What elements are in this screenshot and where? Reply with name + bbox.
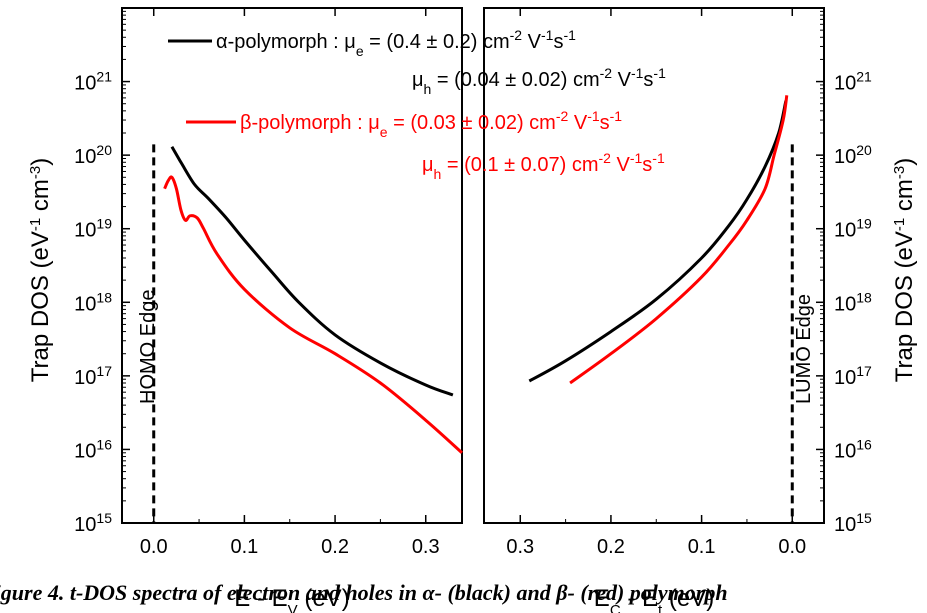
y-tick-label-right-0: 1015 [834, 510, 872, 536]
legend: α-polymorph : μe = (0.4 ± 0.2) cm-2 V-1s… [168, 27, 666, 182]
y-tick-label-left-4: 1019 [74, 216, 112, 242]
y-tick-label-right-2: 1017 [834, 363, 872, 389]
legend-alpha-hole: μh = (0.04 ± 0.02) cm-2 V-1s-1 [412, 65, 666, 97]
homo-edge-label: HOMO Edge [137, 290, 159, 404]
x-tick-label-right-0: 0.3 [506, 536, 534, 558]
lumo-edge-label: LUMO Edge [793, 294, 815, 404]
right-panel-frame [483, 7, 825, 524]
y-tick-label-right-5: 1020 [834, 142, 872, 168]
legend-alpha-electron: α-polymorph : μe = (0.4 ± 0.2) cm-2 V-1s… [216, 27, 576, 59]
y-tick-label-right-4: 1019 [834, 216, 872, 242]
y-tick-label-left-6: 1021 [74, 69, 112, 95]
alpha-polymorph-curve-right [528, 100, 788, 383]
x-tick-label-right-3: 0.0 [778, 536, 806, 558]
y-axis-title-left: Trap DOS (eV-1 cm-3) [27, 158, 55, 383]
y-tick-label-left-0: 1015 [74, 510, 112, 536]
left-panel-frame [121, 7, 463, 524]
legend-beta-hole: μh = (0.1 ± 0.07) cm-2 V-1s-1 [422, 150, 665, 182]
x-axis-title-left: E - EV (eV) [234, 585, 349, 613]
x-tick-label-right-2: 0.1 [688, 536, 716, 558]
x-tick-label-right-1: 0.2 [597, 536, 625, 558]
y-tick-label-left-2: 1017 [74, 363, 112, 389]
legend-beta-electron: β-polymorph : μe = (0.03 ± 0.02) cm-2 V-… [240, 108, 622, 140]
y-tick-label-left-5: 1020 [74, 142, 112, 168]
x-axis-title-right: EC - Et (eV) [594, 585, 714, 613]
x-tick-label-left-0: 0.0 [140, 536, 168, 558]
x-tick-label-left-3: 0.3 [412, 536, 440, 558]
y-tick-label-right-3: 1018 [834, 289, 872, 315]
y-axis-title-right: Trap DOS (eV-1 cm-3) [891, 158, 919, 383]
beta-polymorph-curve-right [569, 95, 789, 385]
y-tick-label-right-6: 1021 [834, 69, 872, 95]
figure-caption: Figure 4. t-DOS spectra of electron and … [0, 580, 728, 605]
x-tick-label-left-1: 0.1 [230, 536, 258, 558]
y-tick-label-right-1: 1016 [834, 436, 872, 462]
y-tick-label-left-3: 1018 [74, 289, 112, 315]
x-tick-label-left-2: 0.2 [321, 536, 349, 558]
beta-polymorph-curve-left [163, 175, 464, 454]
alpha-polymorph-curve-left [170, 146, 454, 397]
y-tick-label-left-1: 1016 [74, 436, 112, 462]
